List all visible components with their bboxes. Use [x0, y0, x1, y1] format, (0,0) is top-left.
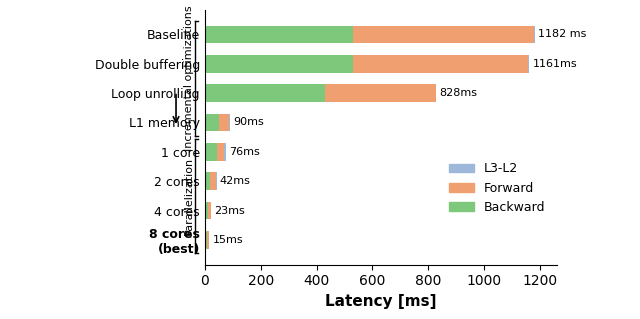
Bar	[207, 202, 211, 219]
Bar	[205, 55, 353, 72]
Bar	[219, 114, 229, 131]
Text: 90ms: 90ms	[234, 117, 264, 128]
Bar	[216, 143, 225, 161]
Text: 23ms: 23ms	[214, 205, 245, 216]
Bar	[205, 114, 219, 131]
Bar	[205, 231, 207, 249]
Bar	[353, 55, 528, 72]
Text: 828ms: 828ms	[440, 88, 477, 98]
Text: 1182 ms: 1182 ms	[538, 29, 587, 39]
Text: Parallelization: Parallelization	[184, 157, 194, 235]
Text: 15ms: 15ms	[212, 235, 243, 245]
Bar	[353, 26, 534, 43]
X-axis label: Latency [ms]: Latency [ms]	[325, 294, 436, 309]
Bar	[225, 143, 226, 161]
Bar	[205, 84, 325, 102]
Legend: L3-L2, Forward, Backward: L3-L2, Forward, Backward	[444, 158, 550, 219]
Text: 1161ms: 1161ms	[532, 59, 577, 69]
Bar	[205, 172, 211, 190]
Bar	[205, 202, 207, 219]
Bar	[211, 172, 216, 190]
Bar	[534, 26, 535, 43]
Bar	[207, 231, 209, 249]
Bar	[205, 143, 216, 161]
Bar	[528, 55, 529, 72]
Bar	[205, 26, 353, 43]
Bar	[325, 84, 436, 102]
Text: Incremental optimizations: Incremental optimizations	[184, 6, 194, 151]
Text: 76ms: 76ms	[229, 147, 260, 157]
Text: 42ms: 42ms	[220, 176, 251, 186]
